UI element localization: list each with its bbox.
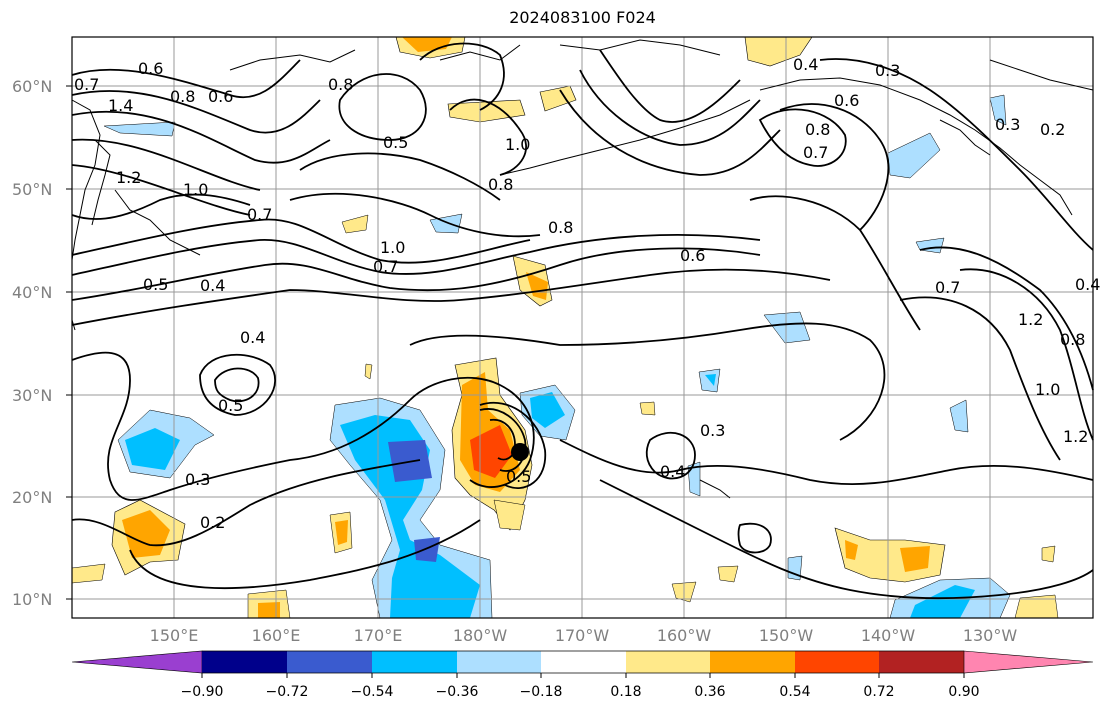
contour-label: 0.3 [995,115,1020,134]
lat-label-40N: 40°N [12,283,53,302]
colorbar-segment [202,651,287,673]
lon-label-160E: 160°E [251,626,301,645]
contour-label: 0.7 [247,205,272,224]
contour-label: 0.5 [383,133,408,152]
colorbar-segment [372,651,457,673]
contour-label: 0.6 [834,91,859,110]
contour-label: 0.8 [328,75,353,94]
contour-label: 1.4 [108,96,133,115]
colorbar-tick-label: 0.36 [694,684,726,700]
lon-label-130W: 130°W [962,626,1018,645]
contour-label: 0.3 [185,470,210,489]
contour-label: 0.8 [548,218,573,237]
lat-label-10N: 10°N [12,590,53,609]
contour-label: 1.0 [505,135,530,154]
contour-label: 0.7 [373,257,398,276]
lat-label-50N: 50°N [12,180,53,199]
colorbar-tick-label: −0.72 [265,684,309,700]
graticule [72,37,1093,618]
contour-label: 1.0 [1035,380,1060,399]
contour-lines [71,42,1094,600]
colorbar-tick-label: 0.90 [948,684,980,700]
colorbar-tick-label: 0.72 [863,684,895,700]
colorbar-segment [795,651,879,673]
contour-label: 0.2 [200,513,225,532]
colorbar-tick-label: −0.36 [435,684,479,700]
lon-label-140W: 140°W [860,626,916,645]
colorbar-segment [626,651,710,673]
contour-label: 0.6 [208,87,233,106]
colorbar-segment [71,650,203,674]
colorbar-segment [287,651,372,673]
lat-label-20N: 20°N [12,488,53,507]
contour-label: 0.4 [660,462,685,481]
contour-label: 0.4 [793,55,818,74]
contour-label: 1.0 [183,180,208,199]
lon-label-170E: 170°E [353,626,403,645]
contour-label: 0.8 [1060,330,1085,349]
contour-label: 0.4 [200,276,225,295]
colorbar-segment [457,651,541,673]
lon-label-150W: 150°W [758,626,814,645]
lon-label-150E: 150°E [149,626,199,645]
contour-label: 0.7 [74,75,99,94]
contour-label: 1.0 [380,238,405,257]
map-title: 2024083100 F024 [509,8,656,27]
contour-label: 1.2 [116,168,141,187]
colorbar-tick-label: 0.54 [779,684,811,700]
contour-label: 1.2 [1063,427,1088,446]
lat-label-30N: 30°N [12,386,53,405]
colorbar-segment [963,650,1094,674]
axis-ticks [66,85,72,600]
contour-label: 0.4 [1075,275,1100,294]
contour-label: 0.2 [1040,120,1065,139]
contour-label: 0.3 [875,61,900,80]
contour-label: 1.2 [1018,310,1043,329]
lon-label-180W: 180°W [452,626,508,645]
contour-label: 0.7 [803,143,828,162]
contour-label: 0.5 [143,275,168,294]
contour-label: 0.8 [805,120,830,139]
contour-label: 0.6 [138,59,163,78]
colorbar-tick-label: −0.18 [519,684,563,700]
contour-label: 0.6 [680,246,705,265]
colorbar-tick-label: −0.90 [180,684,224,700]
lat-label-60N: 60°N [12,77,53,96]
contour-label: 0.8 [488,175,513,194]
lon-label-170W: 170°W [554,626,610,645]
contour-label: 0.4 [240,328,265,347]
map-frame [71,36,1094,619]
colorbar-segment [710,651,795,673]
contour-label-layer: 0.7 1.4 0.6 0.8 0.6 0.8 0.4 0.3 0.6 0.8 … [74,55,1100,532]
contour-label: 0.3 [700,421,725,440]
colorbar-tick-label: 0.18 [610,684,642,700]
contour-label: 0.8 [170,87,195,106]
colorbar-tick-label: −0.54 [350,684,394,700]
contour-label: 0.7 [935,278,960,297]
contour-label: 0.5 [218,396,243,415]
colorbar [71,650,1094,678]
colorbar-segment [879,651,964,673]
contour-label: 0.5 [506,467,531,486]
lon-label-160W: 160°W [656,626,712,645]
colorbar-segment [541,651,626,673]
storm-position-marker [511,443,529,461]
